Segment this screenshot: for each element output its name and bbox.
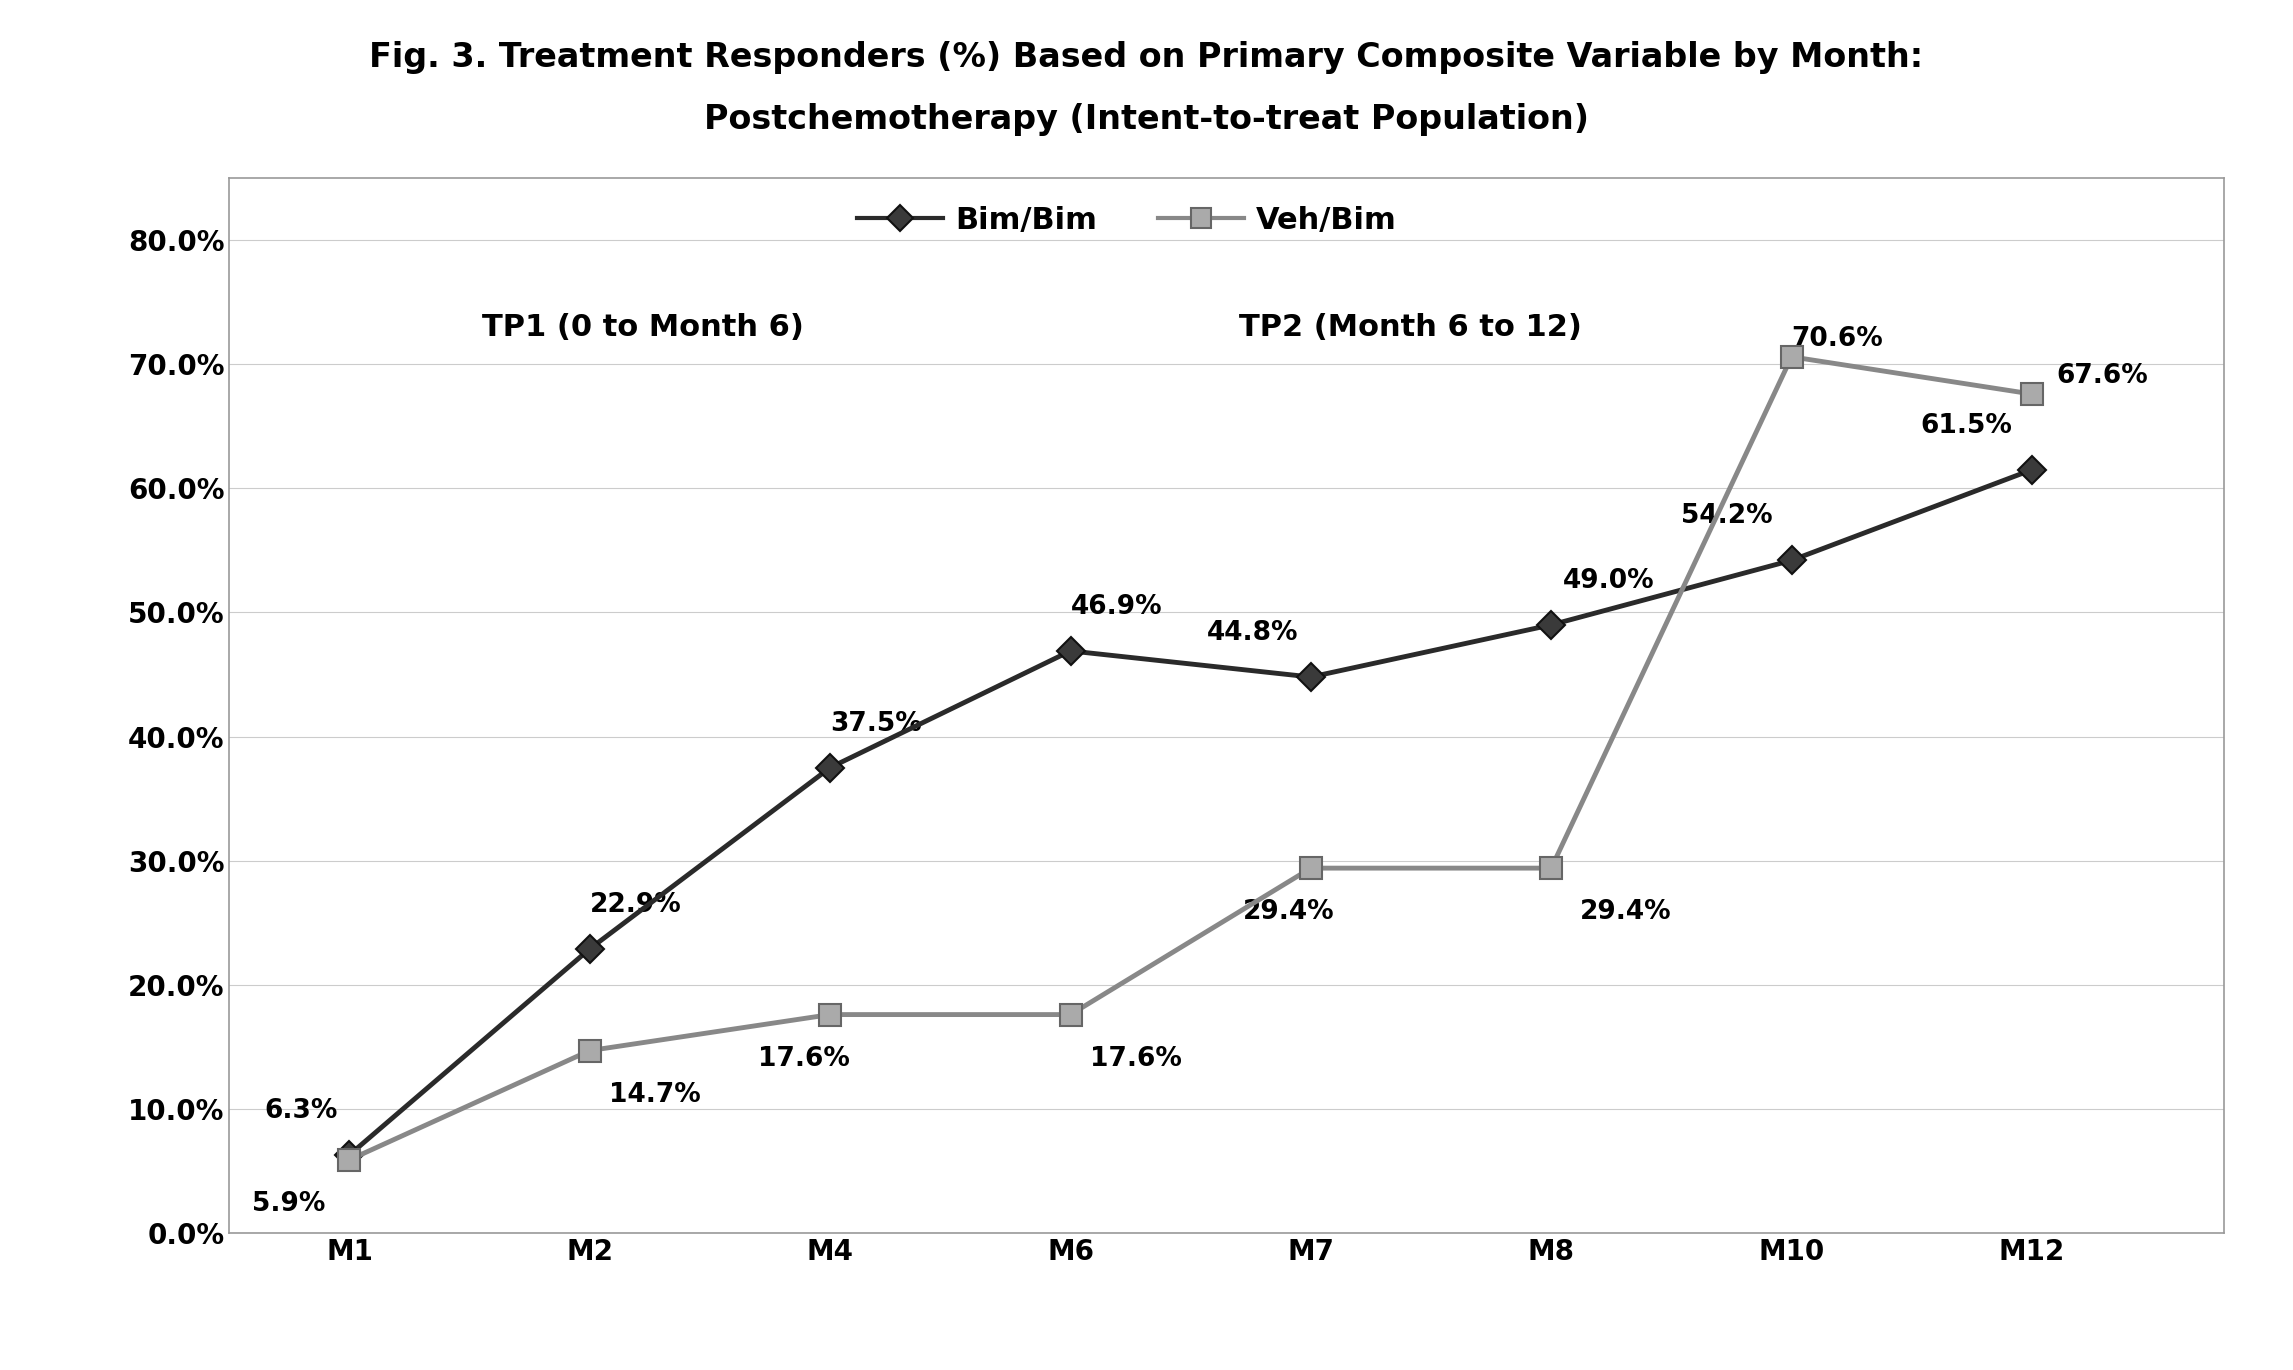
Text: 44.8%: 44.8% — [1208, 621, 1298, 647]
Legend: Bim/Bim, Veh/Bim: Bim/Bim, Veh/Bim — [846, 193, 1408, 247]
Text: 54.2%: 54.2% — [1681, 503, 1772, 529]
Text: 6.3%: 6.3% — [264, 1097, 337, 1123]
Text: 22.9%: 22.9% — [589, 892, 681, 918]
Text: TP2 (Month 6 to 12): TP2 (Month 6 to 12) — [1238, 312, 1582, 341]
Text: 46.9%: 46.9% — [1071, 595, 1163, 619]
Text: 29.4%: 29.4% — [1580, 899, 1672, 925]
Text: TP1 (0 to Month 6): TP1 (0 to Month 6) — [482, 312, 803, 341]
Text: 17.6%: 17.6% — [1089, 1045, 1181, 1071]
Text: 49.0%: 49.0% — [1564, 567, 1656, 593]
Text: Fig. 3. Treatment Responders (%) Based on Primary Composite Variable by Month:: Fig. 3. Treatment Responders (%) Based o… — [369, 41, 1924, 74]
Text: 70.6%: 70.6% — [1791, 326, 1883, 352]
Text: 67.6%: 67.6% — [2057, 363, 2149, 389]
Text: 14.7%: 14.7% — [610, 1081, 702, 1107]
Text: 17.6%: 17.6% — [757, 1045, 848, 1071]
Text: 29.4%: 29.4% — [1243, 899, 1335, 925]
Text: Postchemotherapy (Intent-to-treat Population): Postchemotherapy (Intent-to-treat Popula… — [704, 103, 1589, 136]
Text: 61.5%: 61.5% — [1922, 412, 2013, 438]
Text: 5.9%: 5.9% — [252, 1191, 326, 1217]
Text: 37.5%: 37.5% — [830, 711, 922, 737]
